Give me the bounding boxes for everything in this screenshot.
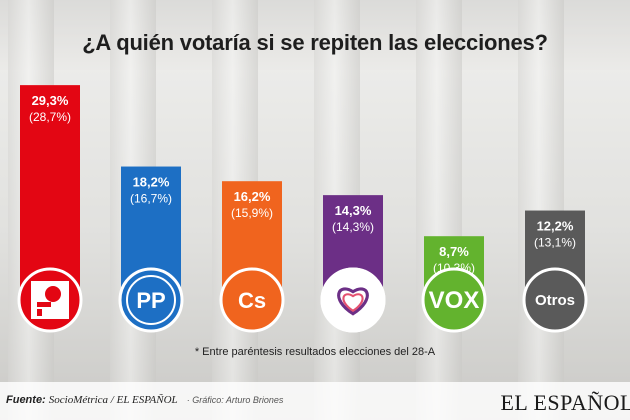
previous-label-unidas-podemos: (14,3%) (332, 220, 374, 234)
source-label: Fuente: (6, 394, 46, 406)
icon-label-pp: PP (136, 288, 165, 313)
pp-ring-icon (126, 275, 176, 325)
party-icon-cs (219, 267, 285, 333)
source-text: Fuente: SocioMétrica / EL ESPAÑOL · Gráf… (6, 394, 284, 406)
heart-inner-icon (342, 293, 364, 313)
value-label-cs: 16,2% (234, 189, 271, 204)
credit-value: Arturo Briones (225, 395, 284, 405)
value-label-unidas-podemos: 14,3% (335, 203, 372, 218)
value-label-pp: 18,2% (133, 175, 170, 190)
icon-label-vox: VOX (429, 287, 480, 314)
previous-label-psoe: (28,7%) (29, 110, 71, 124)
rose-leaf-icon (37, 302, 51, 307)
party-icon-otros (522, 267, 588, 333)
party-icon-pp (118, 267, 184, 333)
bar-psoe (20, 85, 80, 300)
podemos-badge-icon (320, 267, 386, 333)
party-icon-vox (421, 267, 487, 333)
rose-flower-icon (45, 286, 61, 302)
value-label-otros: 12,2% (537, 219, 574, 234)
icon-label-cs: Cs (238, 288, 266, 313)
icon-label-otros: Otros (535, 292, 575, 309)
brand-logo: EL ESPAÑOL (500, 390, 630, 415)
chart-footnote: * Entre paréntesis resultados elecciones… (194, 346, 436, 358)
source-value: SocioMétrica / EL ESPAÑOL (48, 394, 178, 406)
value-label-psoe: 29,3% (32, 93, 69, 108)
previous-label-otros: (13,1%) (534, 236, 576, 250)
value-label-vox: 8,7% (439, 244, 469, 259)
previous-label-cs: (15,9%) (231, 206, 273, 220)
source-footer: Fuente: SocioMétrica / EL ESPAÑOL · Gráf… (0, 382, 630, 420)
chart-title: ¿A quién votaría si se repiten las elecc… (82, 30, 548, 55)
credit-label: Gráfico: (192, 395, 224, 405)
heart-icon (337, 287, 369, 316)
rose-stem-icon (37, 309, 42, 316)
previous-label-pp: (16,7%) (130, 192, 172, 206)
